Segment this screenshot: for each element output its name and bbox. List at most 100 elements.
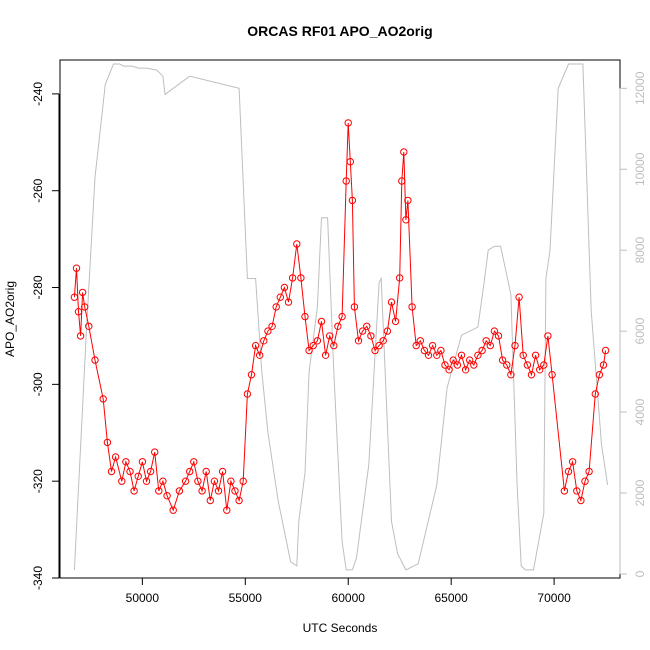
apo-line	[73, 122, 607, 512]
apo-series	[70, 119, 610, 514]
apo-point	[146, 467, 155, 476]
y2-tick-label: 6000	[633, 317, 647, 344]
apo-point	[391, 317, 400, 326]
x-tick-label: 50000	[126, 591, 160, 605]
apo-point	[218, 467, 227, 476]
x-tick-label: 55000	[229, 591, 263, 605]
apo-point	[334, 322, 342, 330]
apo-point	[383, 327, 392, 335]
apo-point	[507, 371, 515, 379]
y2-tick-label: 10000	[633, 152, 647, 186]
apo-point	[527, 371, 536, 379]
apo-point	[564, 467, 573, 476]
apo-point	[470, 361, 478, 369]
apo-point	[433, 351, 441, 359]
apo-point	[348, 196, 357, 205]
apo-point	[523, 361, 532, 369]
apo-point	[76, 332, 85, 340]
y2-tick-label: 0	[633, 570, 647, 577]
apo-point	[130, 487, 138, 495]
apo-point	[243, 390, 252, 398]
apo-point	[190, 458, 198, 466]
apo-point	[260, 337, 268, 345]
apo-point	[416, 337, 424, 345]
apo-point	[330, 341, 338, 350]
apo-point	[585, 467, 593, 476]
apo-point	[227, 477, 235, 485]
apo-point	[599, 361, 608, 369]
apo-point	[288, 274, 297, 282]
y-tick-label: -300	[31, 372, 45, 396]
apo-point	[536, 366, 544, 374]
apo-point	[214, 487, 223, 495]
apo-point	[498, 356, 507, 364]
apo-point	[503, 361, 511, 369]
apo-point	[342, 177, 350, 185]
apo-point	[272, 303, 280, 311]
apo-point	[568, 458, 577, 466]
apo-point	[404, 196, 412, 205]
y2-tick-label: 12000	[633, 71, 647, 105]
apo-point	[548, 371, 556, 379]
apo-point	[206, 496, 215, 505]
apo-point	[371, 346, 379, 355]
apo-point	[313, 337, 322, 345]
apo-point	[99, 395, 107, 403]
apo-point	[490, 327, 499, 335]
apo-point	[595, 371, 604, 379]
apo-point	[441, 361, 449, 369]
apo-point	[321, 351, 330, 359]
apo-point	[103, 438, 112, 447]
apo-point	[591, 390, 599, 398]
apo-point	[70, 293, 79, 301]
apo-point	[251, 341, 260, 350]
y2-tick-label: 8000	[633, 237, 647, 264]
apo-point	[453, 361, 462, 369]
apo-point	[309, 341, 317, 350]
apo-point	[72, 264, 81, 272]
apo-point	[375, 341, 383, 350]
apo-point	[122, 458, 130, 466]
apo-point	[400, 148, 408, 156]
apo-point	[408, 303, 416, 311]
apo-point	[396, 274, 404, 282]
apo-point	[126, 467, 134, 476]
y-tick-label: -260	[31, 178, 45, 202]
apo-point	[581, 477, 589, 485]
apo-point	[142, 477, 151, 485]
apo-point	[573, 487, 581, 495]
y-tick-label: -340	[31, 566, 45, 590]
apo-point	[544, 332, 552, 340]
apo-point	[466, 356, 474, 364]
apo-point	[486, 341, 494, 350]
y-tick-label: -280	[31, 275, 45, 299]
apo-point	[354, 337, 363, 345]
apo-point	[151, 448, 159, 456]
y2-tick-label: 4000	[633, 398, 647, 425]
apo-point	[210, 477, 219, 485]
apo-point	[428, 341, 437, 350]
apo-point	[284, 298, 293, 306]
apo-point	[515, 293, 523, 301]
apo-point	[424, 351, 433, 359]
apo-point	[186, 467, 194, 476]
apo-point	[107, 467, 116, 476]
apo-point	[511, 341, 519, 350]
apo-point	[363, 322, 371, 330]
y-tick-label: -240	[31, 82, 45, 106]
apo-point	[540, 361, 548, 369]
apo-point	[350, 303, 359, 311]
apo-point	[91, 356, 99, 364]
apo-point	[478, 346, 486, 355]
apo-point	[159, 477, 167, 485]
apo-point	[155, 487, 163, 495]
apo-point	[175, 487, 184, 495]
apo-point	[297, 274, 305, 282]
apo-point	[317, 317, 326, 326]
apo-point	[577, 496, 585, 505]
apo-point	[379, 337, 387, 345]
apo-point	[264, 327, 272, 335]
apo-point	[239, 477, 247, 485]
apo-point	[344, 119, 352, 127]
apo-point	[601, 346, 610, 355]
